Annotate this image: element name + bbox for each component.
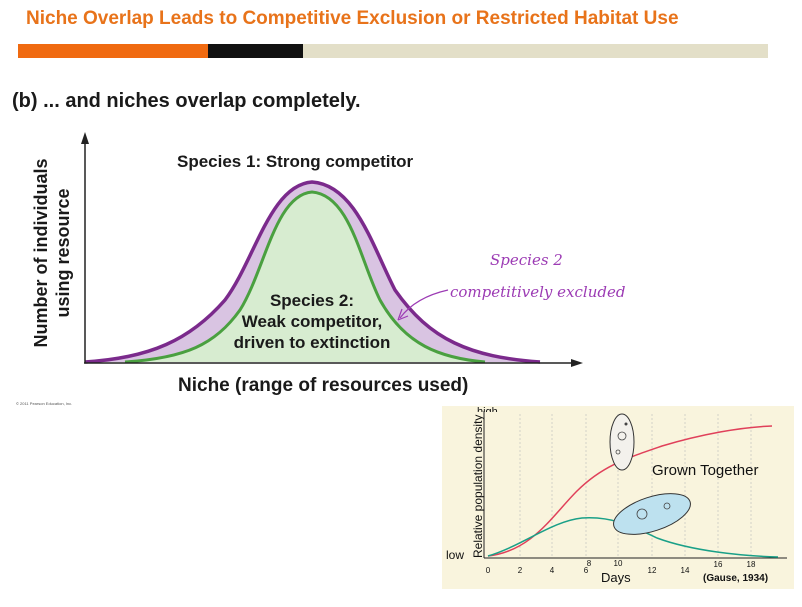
annotation-line1: Species 2 — [490, 251, 563, 269]
species2-label-line2: Weak competitor, — [241, 312, 383, 331]
inset-curve-label: Grown Together — [652, 462, 759, 479]
species1-curve — [84, 180, 541, 364]
annotation-arrow — [399, 289, 449, 319]
annotation-line2: competitively excluded — [450, 283, 626, 301]
species2-label: Species 2: Weak competitor, driven to ex… — [222, 290, 402, 353]
inset-x-tick: 6 — [583, 566, 589, 575]
diagram-subtitle: (b) ... and niches overlap completely. — [12, 90, 361, 112]
inset-x-tick: 14 — [680, 566, 690, 575]
inset-y-axis-label: Relative population density — [471, 414, 485, 558]
inset-x-tick: 4 — [549, 566, 555, 575]
inset-gridlines — [519, 414, 752, 558]
copyright-notice: © 2011 Pearson Education, Inc. — [16, 401, 73, 406]
paramecium-blue-icon — [613, 493, 691, 535]
inset-x-tick: 10 — [613, 559, 623, 568]
inset-citation: (Gause, 1934) — [703, 573, 769, 584]
species2-curve — [124, 190, 486, 364]
species2-curve-fill — [125, 192, 485, 362]
inset-x-tick: 16 — [713, 560, 723, 569]
paramecium-large-icon — [609, 413, 635, 471]
inset-x-tick: 0 — [485, 566, 491, 575]
inset-x-tick: 12 — [647, 566, 657, 575]
inset-plot — [483, 411, 787, 559]
y-axis-label-line1: Number of individuals — [31, 158, 51, 348]
y-axis-label-line2: using resource — [53, 188, 73, 318]
slide-title: Niche Overlap Leads to Competitive Exclu… — [26, 8, 679, 29]
inset-x-axis-label: Days — [601, 570, 631, 585]
inset-y-high-label: high — [477, 406, 498, 412]
annotation-arrowhead-icon — [397, 308, 409, 321]
inset-y-low-label: low — [446, 548, 465, 562]
species2-label-line1: Species 2: — [269, 291, 355, 310]
species2-label-line3: driven to extinction — [233, 333, 391, 352]
diagram-y-axis-label: Number of individuals using resource — [30, 138, 74, 368]
y-axis-arrow-icon — [81, 132, 89, 144]
inset-x-tick: 18 — [746, 560, 756, 569]
x-axis-arrow-icon — [571, 359, 583, 367]
species1-label: Species 1: Strong competitor — [177, 152, 414, 171]
title-bar-black — [208, 44, 303, 58]
gause-inset-graph — [442, 406, 794, 589]
inset-x-tick: 2 — [517, 566, 523, 575]
title-bar-orange — [18, 44, 208, 58]
diagram-x-axis-label: Niche (range of resources used) — [178, 375, 469, 396]
title-bar-beige — [303, 44, 768, 58]
inset-x-tick: 8 — [586, 559, 592, 568]
